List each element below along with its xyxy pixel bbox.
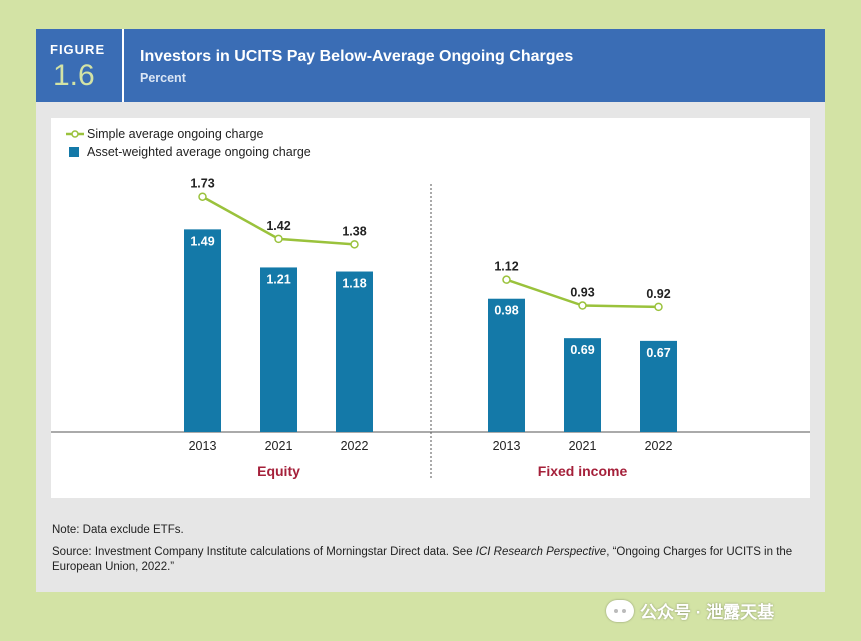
- source-text: Source: Investment Company Institute cal…: [52, 545, 812, 575]
- bar-label-0-0: 1.49: [190, 234, 214, 248]
- x-tick-label-1-2: 2022: [645, 439, 673, 453]
- notes: Note: Data exclude ETFs. Source: Investm…: [52, 523, 812, 582]
- line-point-0-1: [274, 234, 283, 244]
- bar-label-1-0: 0.98: [494, 304, 518, 318]
- line-point-0-2: [350, 240, 359, 249]
- bar-0-0: [184, 229, 221, 432]
- legend-label-simple: Simple average ongoing charge: [87, 127, 264, 141]
- chart-title: Investors in UCITS Pay Below-Average Ong…: [140, 48, 574, 65]
- chart-svg: Simple average ongoing charge Asset-weigh…: [51, 127, 810, 480]
- line-point-1-0: [502, 275, 511, 284]
- line-label-0-0: 1.73: [190, 177, 214, 191]
- chart-subtitle: Percent: [140, 71, 186, 85]
- bar-1-2: [640, 340, 677, 432]
- bar-1-0: [488, 298, 525, 432]
- line-point-1-2: [654, 302, 663, 312]
- watermark: 公众号 · 泄露天基: [606, 598, 774, 623]
- bar-0-2: [336, 271, 373, 432]
- group-label-1: Fixed income: [538, 463, 628, 479]
- line-label-0-1: 1.42: [266, 219, 290, 233]
- group-label-0: Equity: [257, 463, 300, 479]
- figure-label: FIGURE: [50, 42, 106, 57]
- figure-card: FIGURE 1.6 Investors in UCITS Pay Below-…: [36, 29, 825, 592]
- wechat-icon: [606, 599, 634, 622]
- plot-area: Simple average ongoing charge Asset-weigh…: [51, 118, 810, 498]
- legend-bar-swatch: [69, 147, 79, 157]
- line-label-1-0: 1.12: [494, 260, 518, 274]
- legend-line-marker: [71, 130, 79, 138]
- source-italic: ICI Research Perspective: [475, 546, 607, 558]
- bar-0-1: [260, 267, 297, 432]
- line-label-1-2: 0.92: [646, 287, 670, 301]
- x-tick-label-0-2: 2022: [341, 439, 369, 453]
- bar-label-1-2: 0.67: [646, 346, 670, 360]
- source-suffix: , “Ongoing Charges for UCITS in the Euro…: [52, 546, 793, 573]
- line-point-0-0: [198, 192, 207, 201]
- x-tick-label-0-1: 2021: [265, 439, 293, 453]
- x-tick-label-1-1: 2021: [569, 439, 597, 453]
- bar-label-0-1: 1.21: [266, 272, 290, 286]
- bar-label-1-1: 0.69: [570, 343, 594, 357]
- line-label-0-2: 1.38: [342, 224, 366, 238]
- source-prefix: Source: Investment Company Institute cal…: [52, 546, 476, 558]
- figure-header: FIGURE 1.6 Investors in UCITS Pay Below-…: [36, 29, 825, 102]
- x-tick-label-1-0: 2013: [493, 439, 521, 453]
- bar-1-1: [564, 338, 601, 432]
- note-text: Note: Data exclude ETFs.: [52, 524, 184, 536]
- figure-number-box: FIGURE 1.6: [36, 29, 124, 102]
- figure-number: 1.6: [53, 59, 95, 92]
- legend-label-weighted: Asset-weighted average ongoing charge: [87, 145, 311, 159]
- line-label-1-1: 0.93: [570, 286, 594, 300]
- bar-label-0-2: 1.18: [342, 277, 366, 291]
- watermark-text: 公众号 · 泄露天基: [640, 603, 775, 622]
- line-point-1-1: [578, 301, 587, 310]
- x-tick-label-0-0: 2013: [189, 439, 217, 453]
